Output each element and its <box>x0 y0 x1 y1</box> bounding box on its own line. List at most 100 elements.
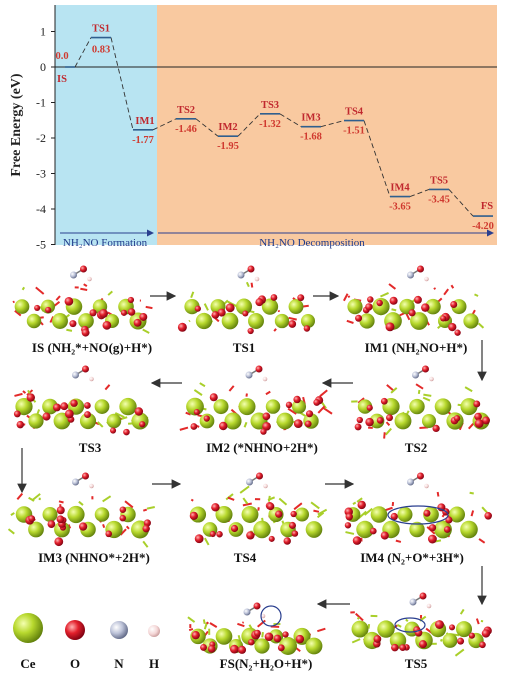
bond <box>28 496 35 502</box>
structure-ts4 <box>189 472 328 546</box>
bond <box>470 510 475 517</box>
ce-atom <box>119 397 137 416</box>
ce-atom <box>370 506 388 523</box>
bond <box>242 502 252 507</box>
o-atom <box>285 401 293 409</box>
o-atom <box>422 365 429 373</box>
bond <box>475 618 480 625</box>
o-atom <box>230 524 239 533</box>
ce-atom <box>397 507 413 522</box>
ce-atom <box>28 521 44 538</box>
bond <box>96 421 104 428</box>
bond <box>345 531 355 535</box>
o-atom <box>217 308 226 317</box>
bond <box>27 389 31 395</box>
o-atom <box>355 314 363 322</box>
bond <box>383 432 386 439</box>
ce-atom <box>305 637 323 655</box>
bond <box>469 491 474 495</box>
ce-atom <box>291 399 307 414</box>
state-name-ts4: TS4 <box>345 107 364 118</box>
o-atom <box>82 472 89 480</box>
o-atom <box>190 423 198 430</box>
n-atom <box>237 271 245 279</box>
atom-legend: Ce O N H <box>13 613 160 671</box>
ce-atom <box>40 299 56 314</box>
o-atom <box>344 522 352 529</box>
h-atom <box>89 376 94 382</box>
o-atom <box>142 524 150 533</box>
bond <box>265 390 271 396</box>
structure-ts5 <box>350 592 492 657</box>
connector-line <box>279 113 302 128</box>
ce-atom <box>434 520 452 539</box>
o-atom <box>266 502 275 511</box>
o-atom <box>225 303 235 313</box>
ce-atom <box>254 638 270 654</box>
o-atom <box>207 645 216 653</box>
o-atom <box>288 320 297 328</box>
bond <box>313 509 320 513</box>
o-atom <box>248 638 255 646</box>
caption-im2: IM2 (*NHNO+2H*) <box>206 440 318 455</box>
ce-atom <box>215 505 233 524</box>
n-atom <box>246 478 253 486</box>
o-atom <box>448 322 457 332</box>
bond <box>188 319 191 323</box>
o-atom <box>305 410 314 418</box>
state-name-ts3: TS3 <box>261 100 279 111</box>
bond <box>237 622 245 628</box>
o-atom <box>102 320 112 330</box>
bond <box>347 295 351 299</box>
o-atom <box>417 472 424 480</box>
y-tick-label: -2 <box>36 131 46 145</box>
o-atom <box>313 398 321 406</box>
ce-atom <box>221 312 239 330</box>
o-atom <box>380 397 388 405</box>
n-atom-icon <box>110 621 128 639</box>
o-atom <box>200 643 207 651</box>
bond <box>459 608 465 615</box>
o-atom <box>119 514 126 522</box>
o-atom <box>219 421 228 431</box>
ce-atom <box>195 312 213 330</box>
bond <box>242 497 249 505</box>
state-value-ts4: -1.51 <box>343 126 365 137</box>
bond <box>293 502 303 511</box>
state-name-is: IS <box>57 74 67 85</box>
ce-atom <box>394 412 412 430</box>
bond <box>417 389 421 394</box>
n-atom <box>245 371 253 379</box>
ce-atom <box>224 412 242 430</box>
bond <box>7 528 15 535</box>
n-atom <box>409 598 417 606</box>
bond <box>239 485 250 494</box>
bond <box>58 500 64 504</box>
bond <box>363 507 373 516</box>
ce-atom <box>15 398 33 416</box>
o-atom <box>432 424 440 433</box>
bond <box>257 507 260 511</box>
bond <box>257 619 266 628</box>
bond <box>388 283 397 290</box>
ce-atom <box>42 398 58 415</box>
decomposition-region <box>157 5 497 245</box>
h-atom <box>89 483 94 489</box>
bond <box>179 426 189 431</box>
ce-atom <box>14 299 30 314</box>
h-atom <box>426 603 432 609</box>
ce-atom <box>460 398 478 416</box>
o-atom <box>454 329 461 336</box>
bond <box>114 412 125 419</box>
y-axis-label: Free Energy (eV) <box>9 73 24 176</box>
n-atom <box>243 608 251 616</box>
bond <box>436 491 440 497</box>
o-atom <box>365 303 373 311</box>
o-atom <box>389 296 398 305</box>
o-atom <box>390 512 398 521</box>
ce-atom <box>288 299 304 315</box>
ce-atom <box>455 621 473 638</box>
o-atom <box>78 522 88 531</box>
bond <box>203 622 208 630</box>
h-atom <box>424 276 429 282</box>
